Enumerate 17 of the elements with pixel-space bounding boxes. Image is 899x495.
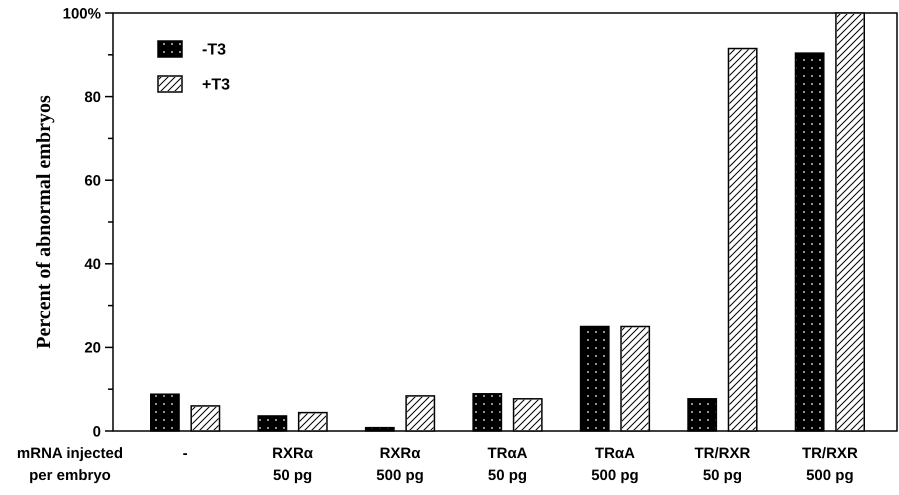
text: mRNA injected per embryo: [16, 445, 124, 484]
x-tick-label: TRαA 500 pg: [591, 445, 639, 484]
y-tick-label: 80: [84, 88, 101, 106]
y-tick-label: 60: [84, 172, 101, 190]
x-tick-label: TR/RXR 50 pg: [694, 445, 750, 484]
x-tick-label: TR/RXR 500 pg: [802, 445, 858, 484]
x-tick-label: RXRα 50 pg: [272, 445, 314, 484]
x-tick-label: -: [182, 445, 188, 462]
y-tick-label: 20: [84, 340, 101, 357]
legend-label: -T3: [202, 42, 226, 59]
legend-label: +T3: [202, 76, 230, 94]
y-tick-label: 100%: [62, 5, 101, 22]
y-axis-title: Percent of abnormal embryos: [33, 95, 55, 349]
x-tick-label: TRαA 50 pg: [487, 445, 528, 484]
y-tick-label: 0: [92, 423, 101, 440]
x-tick-label: RXRα 500 pg: [376, 445, 424, 484]
y-tick-label: 40: [84, 256, 101, 274]
